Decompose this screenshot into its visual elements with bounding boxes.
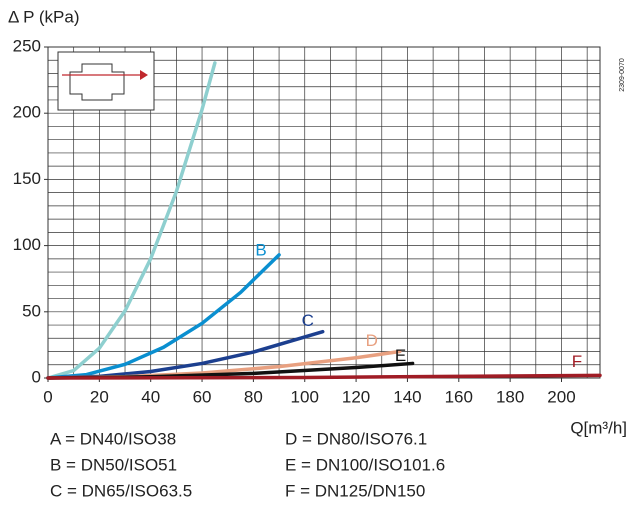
y-tick-label: 250 (13, 36, 41, 55)
x-tick-label: 0 (43, 387, 52, 406)
x-tick-label: 180 (496, 387, 524, 406)
x-tick-label: 140 (393, 387, 421, 406)
curve-label: E (395, 346, 406, 365)
curve (46, 253, 281, 380)
legend-entry: C = DN65/ISO63.5 (50, 481, 192, 500)
curve-label: C (302, 311, 314, 330)
x-tick-label: 40 (141, 387, 160, 406)
x-tick-label: 60 (193, 387, 212, 406)
x-tick-label: 100 (291, 387, 319, 406)
y-tick-label: 0 (32, 367, 41, 386)
curve-label: F (572, 352, 582, 371)
legend-entry: D = DN80/ISO76.1 (285, 429, 427, 448)
x-tick-label: 20 (90, 387, 109, 406)
x-tick-label: 120 (342, 387, 370, 406)
legend-entry: A = DN40/ISO38 (50, 429, 176, 448)
x-tick-label: 160 (445, 387, 473, 406)
legend-entry: E = DN100/ISO101.6 (285, 455, 445, 474)
curve (46, 61, 217, 380)
curve-label: B (255, 240, 266, 259)
curve (46, 373, 602, 380)
y-tick-label: 200 (13, 103, 41, 122)
y-tick-label: 100 (13, 235, 41, 254)
x-axis-label: Q[m³/h] (570, 418, 627, 437)
inset-icon (57, 51, 155, 111)
curve-label: D (366, 331, 378, 350)
legend-entry: B = DN50/ISO51 (50, 455, 177, 474)
y-tick-label: 150 (13, 169, 41, 188)
y-axis-label: Δ P (kPa) (8, 7, 80, 26)
code-label: 2309-0070 (619, 58, 626, 92)
x-tick-label: 80 (244, 387, 263, 406)
y-tick-label: 50 (22, 301, 41, 320)
x-tick-label: 200 (547, 387, 575, 406)
plot-area (44, 46, 602, 382)
legend-entry: F = DN125/DN150 (285, 481, 425, 500)
